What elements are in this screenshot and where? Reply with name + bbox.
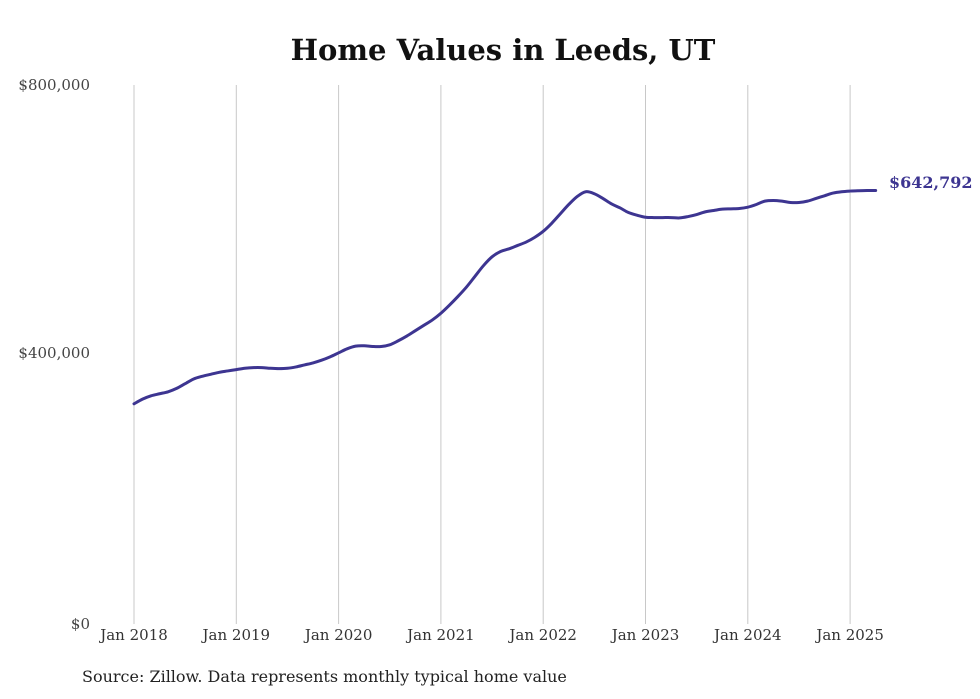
series-line-home-value [132,189,878,406]
x-tick-label-2023: Jan 2023 [610,626,680,644]
x-tick-label-2020: Jan 2020 [303,626,373,644]
end-value-label: $642,792 [889,173,973,192]
y-tick-label-400000: $400,000 [18,344,90,362]
x-tick-label-2019: Jan 2019 [201,626,271,644]
chart-title: Home Values in Leeds, UT [291,33,716,67]
y-tick-label-800000: $800,000 [18,76,90,94]
x-tick-label-2021: Jan 2021 [405,626,475,644]
x-tick-label-2018: Jan 2018 [98,626,168,644]
x-tick-label-2022: Jan 2022 [507,626,577,644]
y-tick-label-0: $0 [71,615,90,633]
source-note: Source: Zillow. Data represents monthly … [82,667,567,686]
x-tick-label-2025: Jan 2025 [814,626,884,644]
x-tick-label-2024: Jan 2024 [712,626,782,644]
x-axis-ticks: Jan 2018 Jan 2019 Jan 2020 Jan 2021 Jan 2022… [98,626,884,644]
grid-lines [133,85,851,624]
